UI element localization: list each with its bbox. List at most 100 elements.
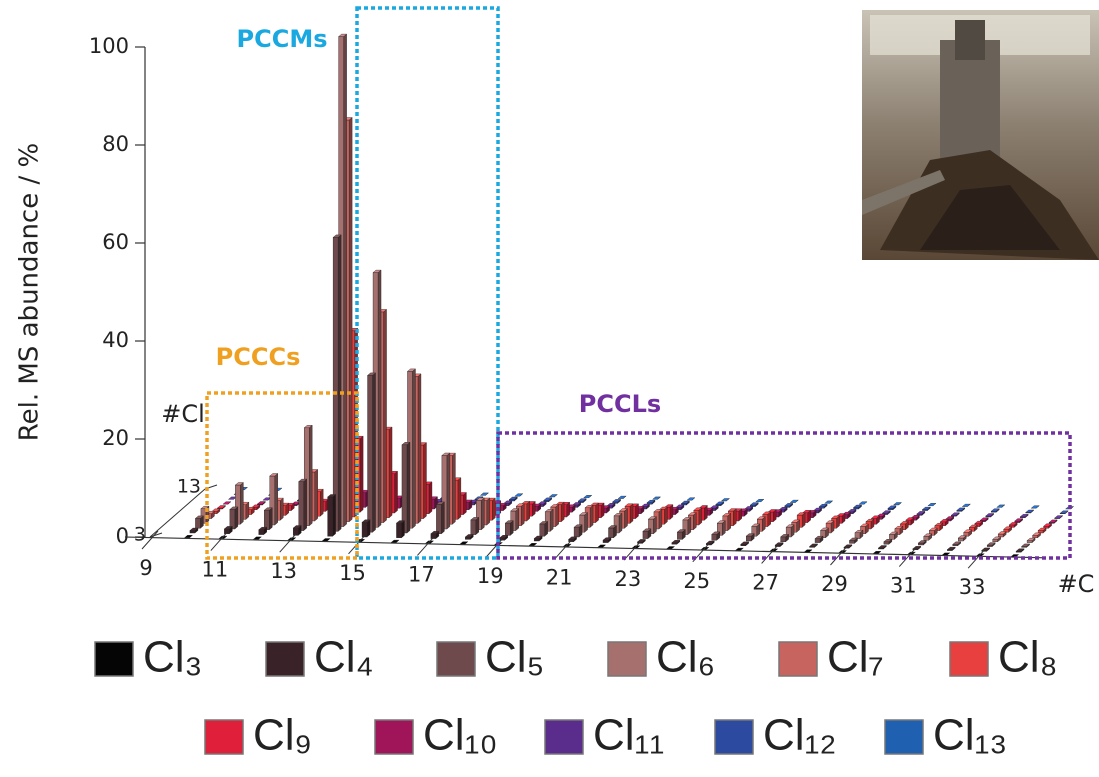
bar-top (745, 533, 755, 537)
bar (715, 501, 725, 507)
bar (963, 529, 973, 537)
bar (877, 545, 887, 550)
bar-side (727, 512, 731, 532)
bar-top (539, 521, 549, 525)
bar-side (348, 117, 353, 523)
bar (607, 525, 618, 539)
bar-face (1032, 535, 1038, 538)
bar (470, 516, 480, 536)
bar (1037, 527, 1047, 534)
bar-top (825, 520, 835, 524)
bar-top (183, 535, 193, 538)
bar-side (521, 503, 525, 527)
bar (548, 494, 558, 498)
bar-top (613, 513, 623, 517)
bar-top (640, 503, 651, 507)
bar (258, 526, 268, 536)
bar (780, 533, 790, 543)
bar (292, 525, 302, 536)
bar (568, 536, 578, 543)
legend-swatch (778, 641, 818, 677)
z-tick (149, 532, 163, 538)
bar-side (401, 520, 405, 539)
bar-top (189, 527, 199, 531)
bar-top (1030, 505, 1040, 509)
bar-face (853, 507, 859, 510)
z-tick-label: 13 (177, 476, 201, 498)
x-tick (141, 530, 159, 550)
bar (602, 537, 612, 544)
bar-side (280, 497, 284, 521)
bar-top (430, 531, 440, 534)
bar (952, 541, 962, 547)
y-tick-label: 80 (102, 132, 129, 156)
bar-face (883, 541, 890, 545)
bar-face (992, 539, 998, 542)
bar-top (957, 535, 967, 539)
bar-face (986, 544, 993, 547)
bar-face (470, 519, 477, 535)
bar (990, 508, 1000, 513)
bar-top (767, 509, 777, 513)
bar-top (658, 506, 668, 510)
bar-face (264, 510, 270, 531)
bar-side (589, 504, 594, 528)
bar (996, 504, 1006, 508)
legend-label: Cl₁₂ (763, 711, 836, 760)
bar-top (990, 508, 1000, 512)
bar-top (778, 507, 788, 510)
bar-top (211, 508, 221, 512)
bar-top (682, 517, 692, 521)
x-tick-label: 15 (339, 561, 366, 585)
bar-face (539, 523, 545, 537)
bar (680, 500, 690, 506)
bar-top (722, 513, 732, 517)
bar (755, 499, 765, 502)
bar (298, 478, 308, 532)
bar-top (676, 529, 686, 533)
bar (1030, 505, 1040, 509)
bar (596, 544, 607, 548)
bar-side (303, 478, 307, 532)
bar-side (595, 502, 599, 524)
bar-top (888, 531, 898, 535)
legend-swatch (436, 641, 476, 677)
bar-top (847, 509, 857, 513)
bar-top (749, 502, 759, 506)
bar-top (762, 511, 772, 515)
bar (997, 531, 1007, 538)
bar (256, 501, 266, 506)
bar-side (388, 426, 393, 519)
bar-top (653, 509, 663, 513)
bar-top (979, 517, 989, 521)
bar (854, 529, 864, 540)
bar-top (796, 512, 806, 516)
bar-side (359, 435, 364, 513)
bar-top (727, 508, 737, 512)
bar-top (848, 537, 859, 541)
bar-top (258, 527, 268, 530)
bar (686, 497, 696, 501)
bar (321, 538, 331, 542)
bar-top (785, 524, 795, 528)
bar-top (503, 500, 513, 504)
bar (269, 473, 279, 526)
bar (843, 544, 853, 549)
x-tick-label: 11 (201, 558, 228, 582)
bar-top (992, 536, 1002, 540)
bar (528, 543, 538, 546)
bar-top (843, 544, 853, 548)
bar-top (223, 526, 233, 530)
bar (514, 493, 524, 497)
bar (720, 498, 730, 502)
bar (430, 530, 440, 540)
legend-swatch (94, 641, 134, 677)
bar-face (849, 540, 855, 544)
bar-top (618, 508, 629, 512)
bar (950, 512, 960, 517)
bar (183, 535, 193, 538)
bar (435, 501, 445, 535)
bar-top (602, 537, 612, 541)
legend-swatch (204, 719, 244, 755)
